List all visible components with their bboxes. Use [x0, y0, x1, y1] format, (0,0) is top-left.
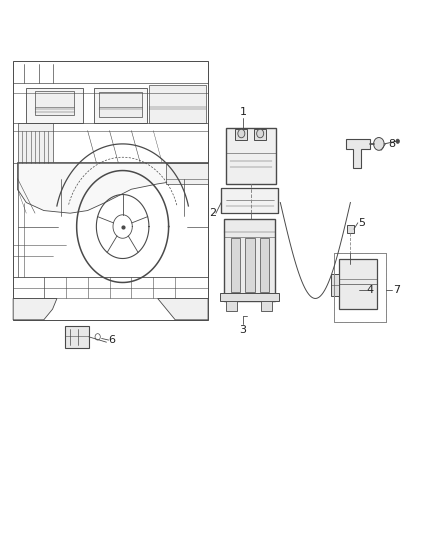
Polygon shape: [18, 163, 208, 213]
Bar: [13, 61, 208, 320]
Bar: [261, 301, 272, 311]
Circle shape: [374, 138, 384, 150]
Bar: [231, 238, 240, 292]
Bar: [339, 259, 377, 309]
Bar: [26, 88, 83, 123]
Text: 2: 2: [209, 208, 216, 218]
Bar: [166, 163, 208, 184]
Bar: [224, 219, 275, 301]
Bar: [226, 301, 237, 311]
Polygon shape: [158, 298, 208, 320]
Text: 5: 5: [358, 218, 365, 228]
Bar: [35, 91, 74, 115]
Bar: [65, 326, 89, 348]
Circle shape: [396, 139, 399, 143]
Text: 7: 7: [393, 286, 400, 295]
Bar: [226, 128, 276, 184]
Bar: [99, 92, 142, 117]
Bar: [334, 253, 386, 322]
Bar: [334, 253, 386, 322]
Text: 6: 6: [108, 335, 115, 345]
Text: 3: 3: [240, 326, 247, 335]
Bar: [235, 128, 247, 140]
Bar: [254, 128, 266, 140]
Bar: [149, 85, 206, 123]
Text: 8: 8: [389, 139, 396, 149]
Bar: [245, 238, 255, 292]
Text: 4: 4: [367, 286, 374, 295]
Polygon shape: [331, 274, 339, 296]
Bar: [220, 293, 279, 301]
Polygon shape: [346, 139, 370, 168]
Bar: [347, 225, 354, 233]
Bar: [94, 88, 147, 123]
Text: 1: 1: [240, 107, 247, 117]
Circle shape: [95, 334, 100, 340]
Circle shape: [257, 129, 264, 138]
Circle shape: [238, 129, 245, 138]
Polygon shape: [13, 298, 57, 320]
Bar: [260, 238, 269, 292]
Bar: [221, 188, 278, 213]
Bar: [18, 123, 53, 163]
